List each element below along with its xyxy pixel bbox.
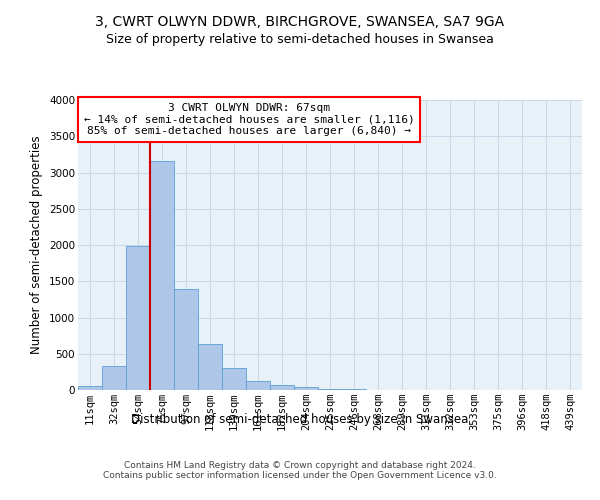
Y-axis label: Number of semi-detached properties: Number of semi-detached properties [31, 136, 43, 354]
Bar [222, 368, 246, 390]
Text: Contains HM Land Registry data © Crown copyright and database right 2024.
Contai: Contains HM Land Registry data © Crown c… [103, 460, 497, 480]
Text: Size of property relative to semi-detached houses in Swansea: Size of property relative to semi-detach… [106, 32, 494, 46]
Bar [102, 366, 126, 390]
Bar [294, 387, 318, 390]
Bar [150, 161, 174, 390]
Text: Distribution of semi-detached houses by size in Swansea: Distribution of semi-detached houses by … [131, 412, 469, 426]
Bar [246, 380, 270, 390]
Bar [270, 385, 294, 390]
Bar [126, 246, 150, 390]
Bar [174, 289, 198, 390]
Bar [318, 389, 342, 390]
Bar [198, 344, 222, 390]
Text: 3 CWRT OLWYN DDWR: 67sqm
← 14% of semi-detached houses are smaller (1,116)
85% o: 3 CWRT OLWYN DDWR: 67sqm ← 14% of semi-d… [84, 103, 415, 136]
Bar [78, 386, 102, 390]
Text: 3, CWRT OLWYN DDWR, BIRCHGROVE, SWANSEA, SA7 9GA: 3, CWRT OLWYN DDWR, BIRCHGROVE, SWANSEA,… [95, 15, 505, 29]
